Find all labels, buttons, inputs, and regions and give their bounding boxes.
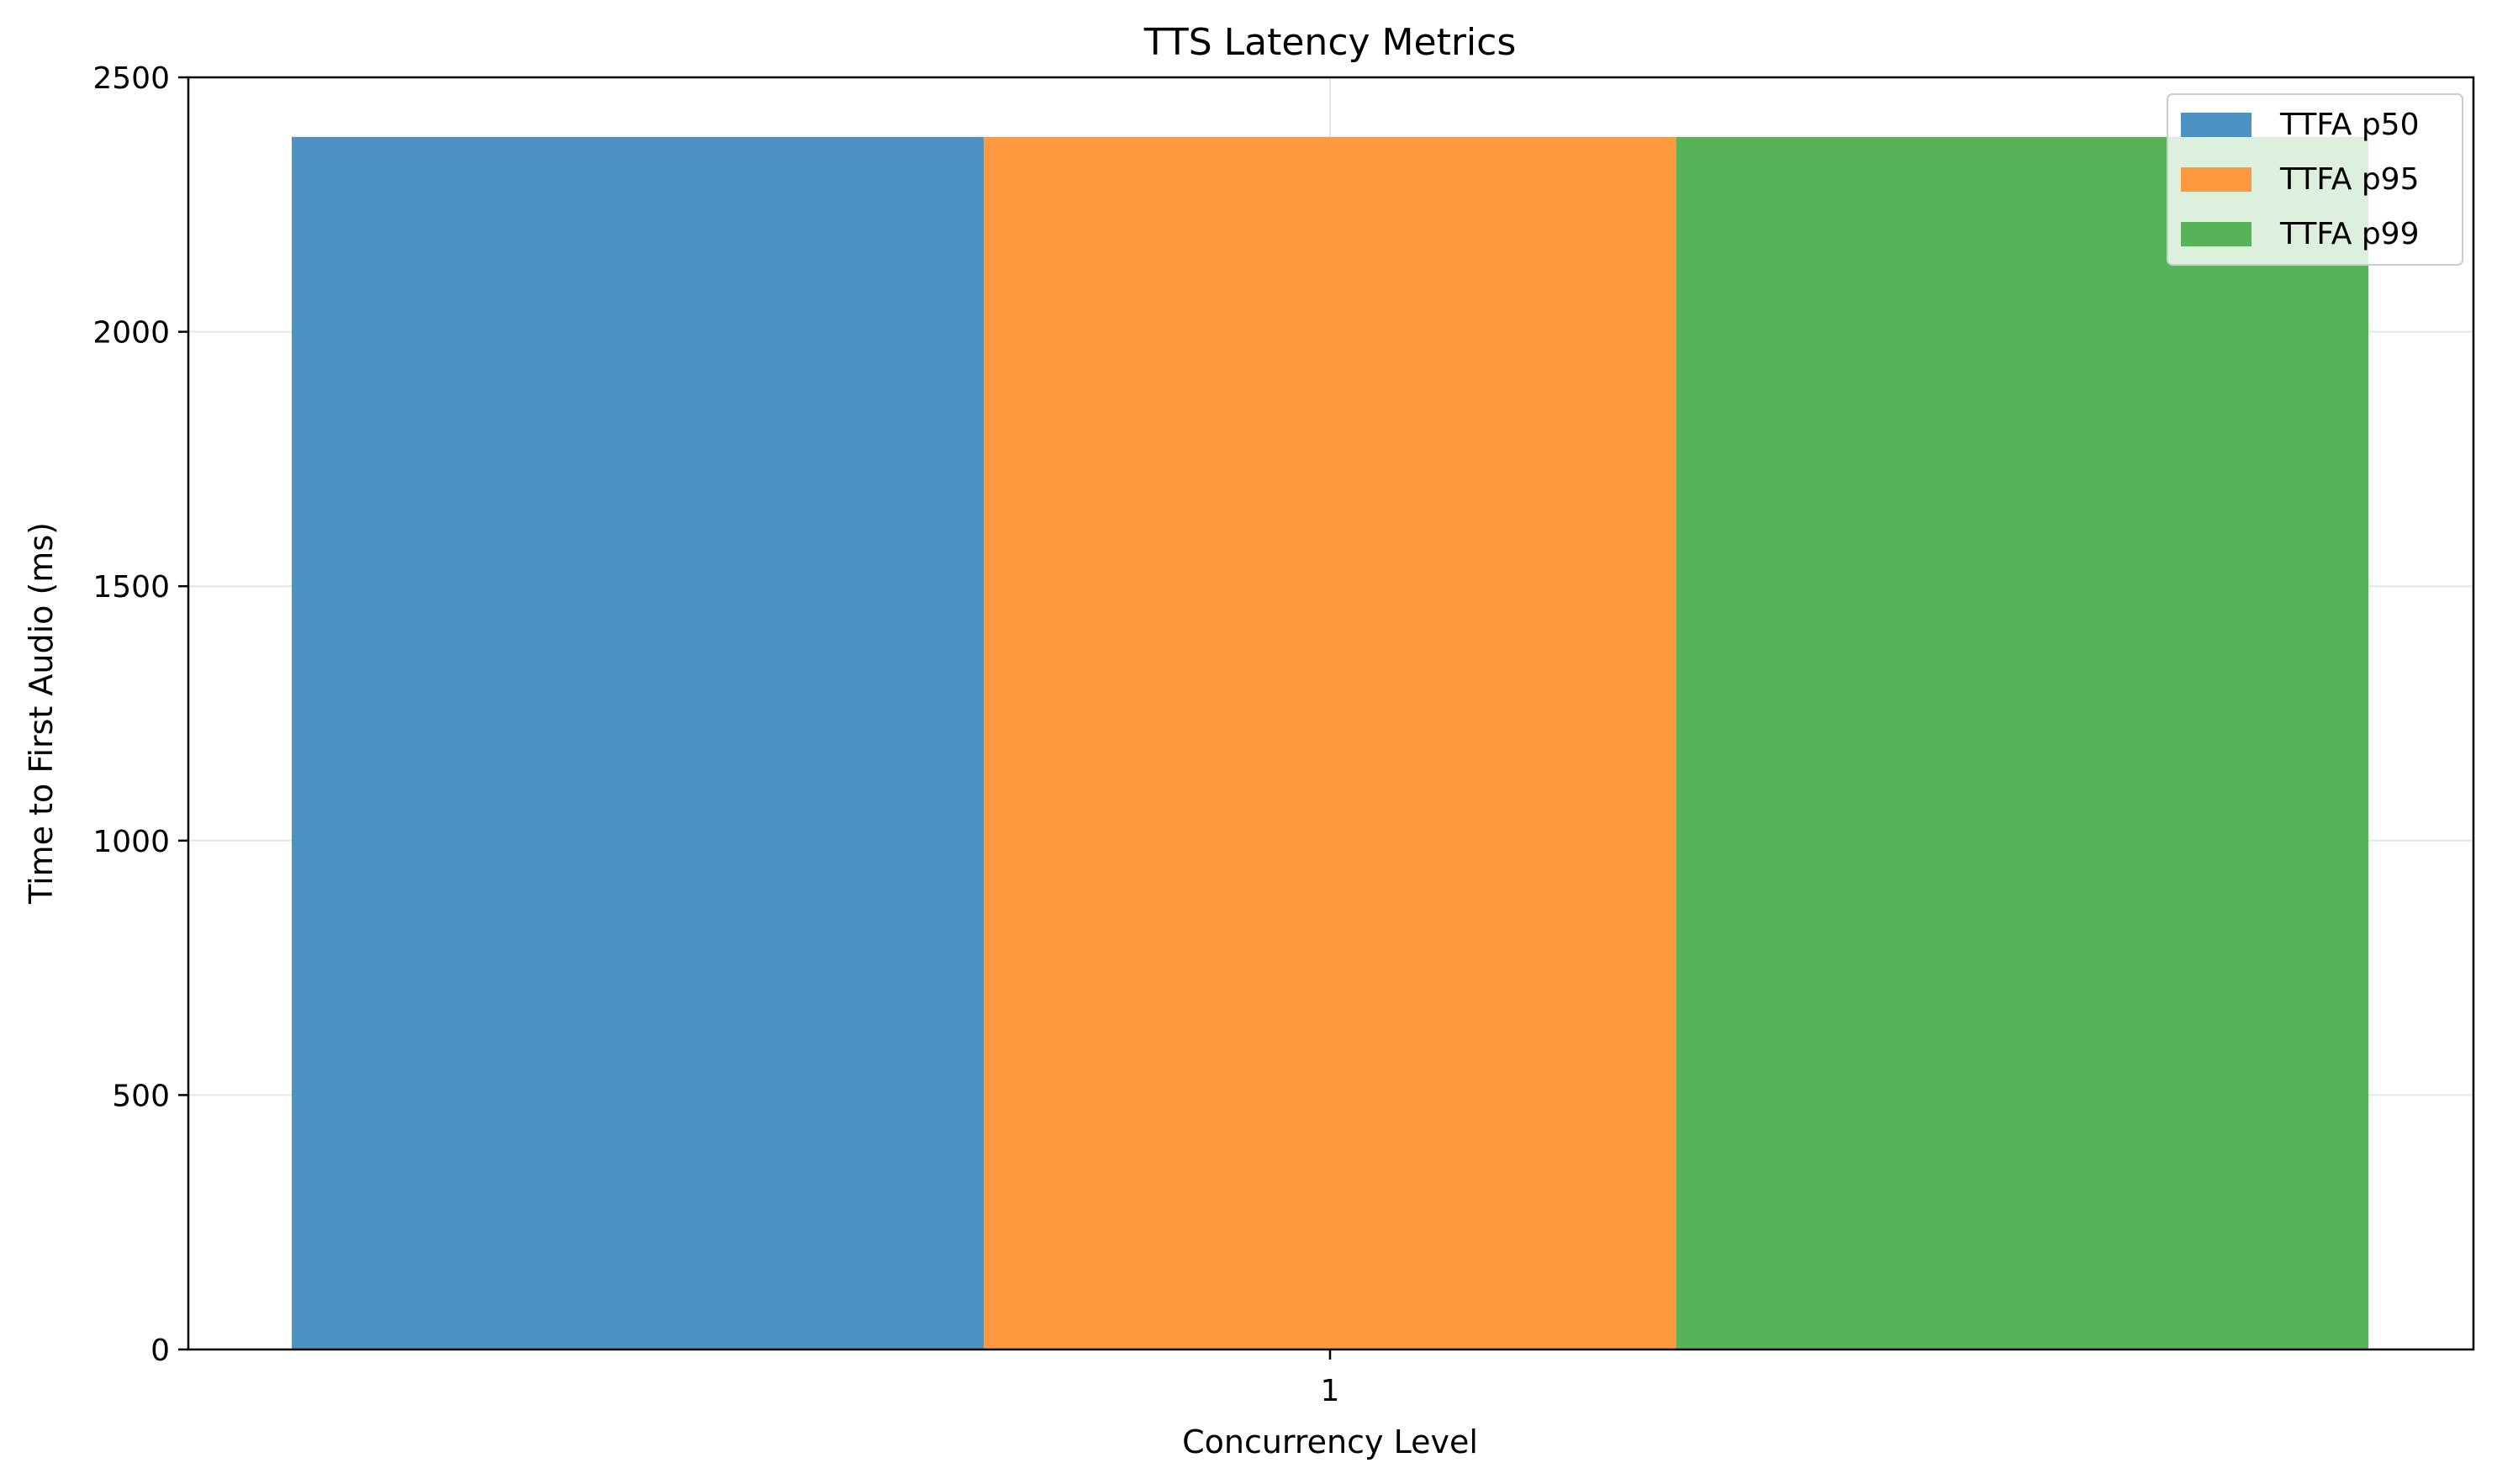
bar-ttfa-p50 bbox=[292, 136, 985, 1350]
y-axis-label: Time to First Audio (ms) bbox=[23, 522, 60, 905]
legend-swatch bbox=[2181, 222, 2252, 246]
y-tick-label: 500 bbox=[112, 1079, 170, 1113]
bar-ttfa-p99 bbox=[1676, 136, 2368, 1350]
legend-label: TTFA p50 bbox=[2279, 108, 2419, 142]
y-tick-label: 0 bbox=[150, 1333, 170, 1368]
legend-swatch bbox=[2181, 167, 2252, 192]
chart-title: TTS Latency Metrics bbox=[1143, 21, 1517, 64]
x-axis-label: Concurrency Level bbox=[1182, 1423, 1478, 1460]
legend-label: TTFA p95 bbox=[2279, 162, 2419, 197]
legend-label: TTFA p99 bbox=[2279, 217, 2419, 251]
bar-ttfa-p95 bbox=[984, 136, 1676, 1350]
y-axis-ticks: 0 500 1000 1500 2000 2500 bbox=[92, 61, 188, 1368]
legend-swatch bbox=[2181, 113, 2252, 137]
y-tick-label: 2000 bbox=[92, 316, 170, 351]
x-axis-ticks: 1 bbox=[1321, 1349, 1340, 1408]
legend: TTFA p50 TTFA p95 TTFA p99 bbox=[2167, 93, 2463, 266]
y-tick-label: 1500 bbox=[92, 570, 170, 605]
y-tick-label: 1000 bbox=[92, 825, 170, 859]
y-tick-label: 2500 bbox=[92, 61, 170, 96]
bars bbox=[292, 136, 2368, 1350]
x-tick-label: 1 bbox=[1321, 1374, 1340, 1408]
